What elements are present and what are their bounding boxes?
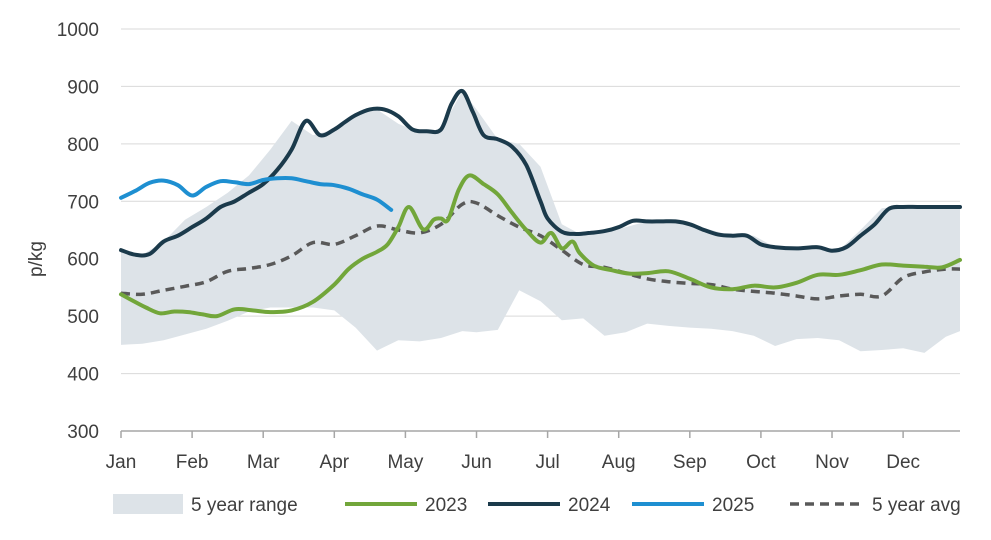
legend-label-2025: 2025 <box>712 495 754 516</box>
series-line-2023 <box>119 173 962 319</box>
x-tick-label: Feb <box>176 452 209 473</box>
y-tick-label: 700 <box>67 192 99 213</box>
legend-label-5-year-avg: 5 year avg <box>872 495 961 516</box>
x-tick-label: Jan <box>106 452 137 473</box>
x-tick-label: Jul <box>535 452 559 473</box>
y-tick-label: 1000 <box>57 20 99 41</box>
legend-swatch-5-year-range <box>113 494 183 514</box>
x-tick-label: May <box>387 452 423 473</box>
y-tick-label: 400 <box>67 365 99 386</box>
legend-label-5-year-range: 5 year range <box>191 495 298 516</box>
x-tick-label: Jun <box>461 452 492 473</box>
legend: 5 year range 2023 2024 2025 5 year avg <box>113 494 961 516</box>
series-line-2024 <box>119 88 962 258</box>
x-tick-label: Dec <box>886 452 920 473</box>
series-line-2025 <box>119 176 394 212</box>
legend-label-2023: 2023 <box>425 495 467 516</box>
series-line-5-year-avg <box>120 199 961 301</box>
y-tick-label: 800 <box>67 135 99 156</box>
range-band <box>121 91 960 353</box>
x-tick-label: Sep <box>673 452 707 473</box>
y-tick-label: 300 <box>67 422 99 443</box>
x-tick-label: Aug <box>602 452 636 473</box>
y-axis-label: p/kg <box>26 241 47 277</box>
x-tick-label: Mar <box>247 452 280 473</box>
legend-label-2024: 2024 <box>568 495 611 516</box>
axes: 300 400 500 600 700 800 900 1000 Jan Feb Mar Apr May… <box>57 20 960 473</box>
series-lines <box>119 88 962 319</box>
y-tick-label: 900 <box>67 77 99 98</box>
y-tick-label: 600 <box>67 250 99 271</box>
x-tick-label: Nov <box>815 452 849 473</box>
x-tick-label: Oct <box>746 452 776 473</box>
y-tick-label: 500 <box>67 307 99 328</box>
x-tick-label: Apr <box>320 452 350 473</box>
range-area-group <box>121 91 960 353</box>
